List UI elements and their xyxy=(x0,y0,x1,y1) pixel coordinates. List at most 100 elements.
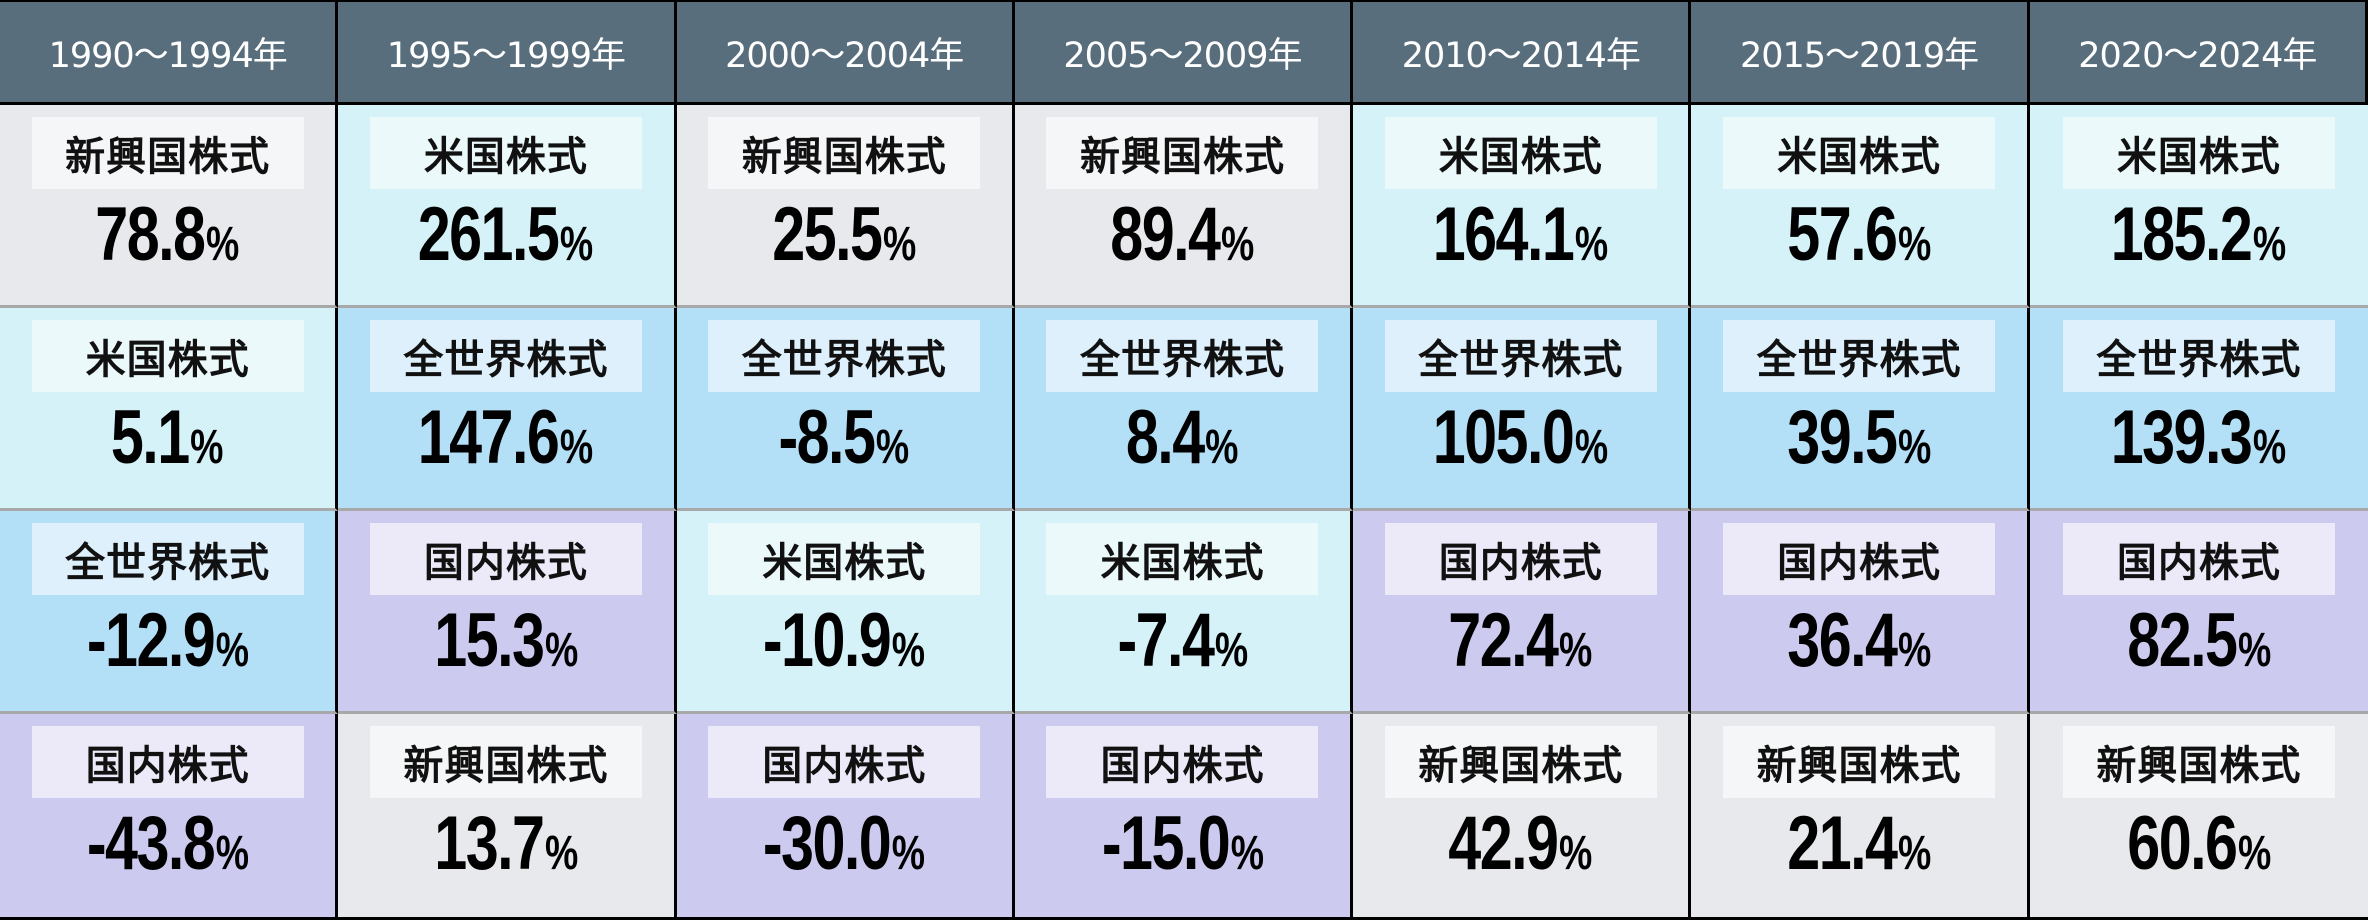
percent-unit: % xyxy=(190,421,224,474)
ranking-cell: 新興国株式 25.5% xyxy=(676,105,1015,308)
asset-label: 新興国株式 xyxy=(1384,726,1657,798)
asset-label: 全世界株式 xyxy=(708,320,981,392)
percent-unit: % xyxy=(2237,827,2271,880)
return-value: 72.4% xyxy=(1449,603,1593,679)
percent-unit: % xyxy=(2253,421,2287,474)
return-value: -10.9% xyxy=(763,603,925,679)
asset-label: 米国株式 xyxy=(1046,523,1319,595)
percent-unit: % xyxy=(2237,624,2271,677)
percent-unit: % xyxy=(1897,218,1932,271)
period-header: 1990〜1994年 xyxy=(0,2,339,105)
ranking-cell: 国内株式 82.5% xyxy=(2029,511,2368,714)
period-header: 2010〜2014年 xyxy=(1353,2,1692,105)
ranking-cell: 国内株式 -15.0% xyxy=(1014,714,1354,917)
asset-label: 全世界株式 xyxy=(2062,320,2335,392)
ranking-cell: 国内株式 -30.0% xyxy=(676,714,1015,917)
ranking-cell: 新興国株式 60.6% xyxy=(2029,714,2368,917)
return-number: 39.5 xyxy=(1787,395,1898,480)
return-value: 164.1% xyxy=(1433,197,1608,273)
asset-label: 新興国株式 xyxy=(708,117,981,189)
ranking-cell: 新興国株式 42.9% xyxy=(1353,714,1692,917)
return-number: 13.7 xyxy=(433,801,545,886)
return-value: 57.6% xyxy=(1787,197,1931,273)
return-value: 15.3% xyxy=(434,603,578,679)
return-value: 82.5% xyxy=(2127,603,2271,679)
return-number: 72.4 xyxy=(1448,598,1560,683)
return-value: 8.4% xyxy=(1126,400,1239,476)
asset-label: 米国株式 xyxy=(2062,117,2335,189)
return-number: 78.8 xyxy=(95,192,207,277)
ranking-cell: 新興国株式 21.4% xyxy=(1691,714,2030,917)
return-value: 21.4% xyxy=(1787,806,1931,882)
percent-unit: % xyxy=(891,827,926,880)
asset-label: 新興国株式 xyxy=(1046,117,1319,189)
ranking-cell: 全世界株式 139.3% xyxy=(2029,308,2368,511)
return-number: 105.0 xyxy=(1433,395,1575,480)
return-number: 25.5 xyxy=(772,192,883,277)
return-value: 42.9% xyxy=(1449,806,1593,882)
period-header: 2005〜2009年 xyxy=(1014,2,1354,105)
return-value: 13.7% xyxy=(434,806,578,882)
asset-label: 国内株式 xyxy=(369,523,642,595)
return-value: 147.6% xyxy=(418,400,593,476)
ranking-cell: 全世界株式 105.0% xyxy=(1353,308,1692,511)
return-number: 147.6 xyxy=(418,395,560,480)
asset-label: 米国株式 xyxy=(1723,117,1996,189)
return-value: 105.0% xyxy=(1433,400,1608,476)
return-value: -7.4% xyxy=(1117,603,1248,679)
asset-label: 国内株式 xyxy=(1723,523,1996,595)
asset-label: 新興国株式 xyxy=(2062,726,2335,798)
ranking-cell: 国内株式 15.3% xyxy=(338,511,677,714)
asset-label: 全世界株式 xyxy=(369,320,642,392)
return-value: -30.0% xyxy=(763,806,925,882)
return-number: -7.4 xyxy=(1117,598,1214,683)
return-number: -10.9 xyxy=(763,598,892,683)
return-value: -12.9% xyxy=(87,603,249,679)
ranking-cell: 米国株式 5.1% xyxy=(0,308,339,511)
return-value: 60.6% xyxy=(2127,806,2271,882)
percent-unit: % xyxy=(876,421,910,474)
percent-unit: % xyxy=(544,827,578,880)
asset-label: 国内株式 xyxy=(31,726,304,798)
return-number: 164.1 xyxy=(1433,192,1575,277)
ranking-cell: 国内株式 72.4% xyxy=(1353,511,1692,714)
asset-label: 全世界株式 xyxy=(1384,320,1657,392)
return-value: -43.8% xyxy=(87,806,249,882)
asset-label: 国内株式 xyxy=(708,726,981,798)
percent-unit: % xyxy=(560,218,594,271)
ranking-cell: 米国株式 -7.4% xyxy=(1014,511,1354,714)
percent-unit: % xyxy=(1897,827,1932,880)
asset-label: 新興国株式 xyxy=(369,726,642,798)
percent-unit: % xyxy=(1897,624,1932,677)
percent-unit: % xyxy=(1559,827,1593,880)
percent-unit: % xyxy=(1214,624,1248,677)
percent-unit: % xyxy=(215,624,249,677)
return-number: 5.1 xyxy=(111,395,190,480)
return-value: 139.3% xyxy=(2111,400,2286,476)
period-header: 2020〜2024年 xyxy=(2029,2,2368,105)
ranking-cell: 国内株式 36.4% xyxy=(1691,511,2030,714)
asset-label: 米国株式 xyxy=(369,117,642,189)
ranking-cell: 全世界株式 39.5% xyxy=(1691,308,2030,511)
asset-label: 米国株式 xyxy=(31,320,304,392)
return-number: 89.4 xyxy=(1110,192,1221,277)
asset-label: 新興国株式 xyxy=(31,117,304,189)
return-number: 57.6 xyxy=(1787,192,1898,277)
ranking-cell: 米国株式 261.5% xyxy=(338,105,677,308)
period-header: 2000〜2004年 xyxy=(676,2,1015,105)
return-number: 42.9 xyxy=(1448,801,1560,886)
ranking-cell: 全世界株式 -12.9% xyxy=(0,511,339,714)
return-number: -12.9 xyxy=(86,598,216,683)
ranking-cell: 新興国株式 78.8% xyxy=(0,105,339,308)
return-number: 82.5 xyxy=(2126,598,2238,683)
percent-unit: % xyxy=(1575,218,1609,271)
ranking-cell: 米国株式 -10.9% xyxy=(676,511,1015,714)
return-number: 36.4 xyxy=(1787,598,1898,683)
ranking-cell: 米国株式 57.6% xyxy=(1691,105,2030,308)
return-value: 5.1% xyxy=(111,400,224,476)
ranking-cell: 全世界株式 147.6% xyxy=(338,308,677,511)
percent-unit: % xyxy=(1559,624,1593,677)
ranking-cell: 米国株式 185.2% xyxy=(2029,105,2368,308)
return-value: 39.5% xyxy=(1787,400,1931,476)
